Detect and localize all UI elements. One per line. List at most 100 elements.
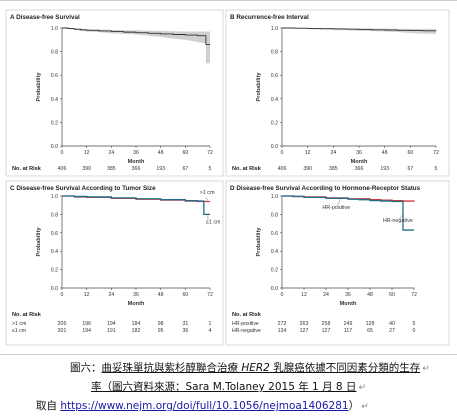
panel-a-risk-label: No. at Risk [12, 166, 42, 172]
panel-a-risk-value: 390 [82, 166, 91, 172]
panel-c-risk-value: 95 [158, 328, 164, 334]
panel-d-risk-value: 27 [389, 328, 395, 334]
panel-c-risk-value: 196 [82, 321, 91, 327]
panel-d-label-hr-positive: HR-positive [322, 205, 350, 211]
figure-frame [0, 0, 457, 355]
panel-d-title: D Disease-free Survival According to Hor… [230, 185, 421, 192]
panel-c-risk-value: 31 [182, 321, 188, 327]
panel-b-x-tick-label: 72 [433, 150, 439, 156]
caption-title: 圖六：曲妥珠單抗與紫杉醇聯合治療 HER2 乳腺癌依據不同因素分類的生存 ↵ [70, 359, 457, 379]
panel-a-x-tick-label: 72 [207, 150, 213, 156]
panel-d-x-tick-label: 12 [301, 292, 307, 298]
panel-c-label-gt1-leader [205, 196, 209, 201]
panel-d-x-tick-label: 36 [345, 292, 351, 298]
panel-d-risk-value: 65 [367, 328, 373, 334]
panel-b-x-tick-label: 60 [407, 150, 413, 156]
caption-her2: HER2 [241, 362, 270, 374]
source-link[interactable]: https://www.nejm.org/doi/full/10.1056/ne… [60, 400, 349, 412]
panel-c-x-tick-label: 72 [207, 292, 213, 298]
caption-link-prefix: 取自 [36, 400, 61, 412]
panel-d-x-label: Month [340, 301, 357, 307]
panel-b-y-tick-label: 0.2 [271, 120, 278, 126]
panel-b-risk-value: 385 [329, 166, 338, 172]
caption-title-part2: 乳腺癌依據不同因素分類的生存 [269, 362, 421, 374]
panel-a-x-tick-label: 24 [108, 150, 114, 156]
panel-a-y-tick-label: 0.6 [51, 73, 58, 79]
panel-a-risk-value: 193 [156, 166, 165, 172]
panel-a-title: A Disease-free Survival [10, 14, 80, 21]
panel-c-x-tick-label: 36 [133, 292, 139, 298]
panel-c-risk-row-name: ≤1 cm [12, 328, 26, 334]
panel-d-risk-value: 128 [366, 321, 375, 327]
panel-b-y-tick-label: 1.0 [271, 26, 278, 32]
panel-b-risk-value: 406 [278, 166, 287, 172]
panel-d-risk-row-name: HR-negative [232, 328, 261, 334]
panel-a-risk-value: 366 [132, 166, 141, 172]
panel-b-y-tick-label: 0.6 [271, 73, 278, 79]
panel-c-y-tick-label: 1.0 [51, 194, 58, 200]
panel-a-x-tick-label: 36 [133, 150, 139, 156]
panel-d-label-hr-negative-leader [399, 214, 404, 220]
panel-b-x-tick-label: 36 [356, 150, 362, 156]
panel-b-y-tick-label: 0.8 [271, 50, 278, 56]
panel-b-x-tick-label: 0 [281, 150, 284, 156]
panel-c-y-tick-label: 0.4 [51, 249, 58, 255]
panel-d-y-tick-label: 0.0 [271, 286, 278, 292]
panel-c-x-tick-label: 12 [84, 292, 90, 298]
panel-c-y-tick-label: 0.2 [51, 268, 58, 274]
return-mark: ↵ [358, 383, 366, 393]
panel-c-risk-value: 194 [107, 321, 116, 327]
panel-d-y-tick-label: 0.4 [271, 249, 278, 255]
panel-a-x-tick-label: 0 [61, 150, 64, 156]
panel-b-risk-value: 5 [435, 166, 438, 172]
panel-d-risk-value: 40 [389, 321, 395, 327]
panel-b-box [225, 9, 450, 177]
panel-a-x-tick-label: 60 [182, 150, 188, 156]
panel-a-x-label: Month [128, 159, 145, 165]
panel-b-x-tick-label: 48 [382, 150, 388, 156]
panel-b-series-0-ci-band [282, 28, 436, 34]
panel-a-y-label: Probability [36, 72, 42, 102]
panel-d-risk-value: 134 [278, 328, 287, 334]
panel-d-x-tick-label: 0 [281, 292, 284, 298]
caption-source: 率（圖六資料來源：Sara M.Tolaney 2015 年 1 月 8 日 ↵ [0, 378, 457, 398]
panel-c-risk-value: 1 [209, 321, 212, 327]
return-mark: ↵ [361, 402, 369, 412]
panel-b-x-label: Month [351, 159, 368, 165]
caption-title-part1: 曲妥珠單抗與紫杉醇聯合治療 [101, 362, 242, 374]
panel-c-x-tick-label: 0 [61, 292, 64, 298]
panel-b-risk-label: No. at Risk [232, 166, 262, 172]
panel-c-risk-value: 184 [132, 321, 141, 327]
panel-a-y-tick-label: 0.4 [51, 97, 58, 103]
figure-panels: A Disease-free Survival 0.0 0.2 0.4 0.6 0.8 1.… [5, 9, 450, 346]
panel-d-label-hr-negative: HR-negative [383, 218, 413, 224]
panel-d-y-label: Probability [256, 227, 262, 257]
panel-c-series--1-cm-line [62, 195, 210, 216]
panel-b-risk-value: 67 [407, 166, 413, 172]
panel-b-series-0-line [282, 27, 437, 32]
panel-d-risk-value: 249 [344, 321, 353, 327]
caption-source-text: 率（圖六資料來源：Sara M.Tolaney 2015 年 1 月 8 日 [91, 381, 357, 393]
panel-b-y-label: Probability [256, 72, 262, 102]
panel-d-x-tick-label: 60 [389, 292, 395, 298]
panel-c-y-tick-label: 0.6 [51, 231, 58, 237]
panel-d-y-tick-label: 0.6 [271, 231, 278, 237]
panel-d-risk-value: 127 [322, 328, 331, 334]
panel-b-risk-value: 390 [303, 166, 312, 172]
panel-c-label-gt1: >1 cm [200, 190, 215, 196]
panel-c-risk-value: 191 [107, 328, 116, 334]
panel-d-box [225, 180, 450, 346]
panel-b-risk-value: 193 [380, 166, 389, 172]
return-mark: ↵ [422, 364, 430, 374]
panel-d-risk-value: 272 [278, 321, 287, 327]
panel-a-risk-value: 385 [107, 166, 116, 172]
panel-b-y-tick-label: 0.0 [271, 144, 278, 150]
caption-prefix: 圖六： [70, 362, 102, 374]
panel-c-x-tick-label: 48 [158, 292, 164, 298]
panel-a-y-tick-label: 1.0 [51, 26, 58, 32]
panel-b-y-tick-label: 0.4 [271, 97, 278, 103]
panel-a-series-0-ci-band [62, 28, 210, 64]
panel-d-risk-value: 117 [344, 328, 352, 334]
panel-c-x-tick-label: 24 [108, 292, 114, 298]
panel-a-series-0-line [62, 27, 210, 45]
